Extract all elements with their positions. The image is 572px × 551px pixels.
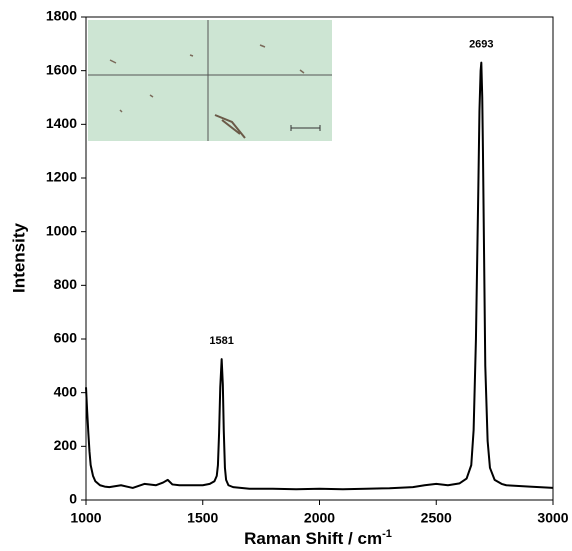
x-tick-label: 1500 bbox=[187, 510, 218, 526]
inset-image bbox=[88, 20, 332, 141]
y-tick-label: 600 bbox=[54, 330, 78, 346]
particle bbox=[214, 114, 246, 139]
scale-bar bbox=[290, 125, 321, 131]
x-tick-label: 2000 bbox=[304, 510, 335, 526]
x-tick-label: 2500 bbox=[421, 510, 452, 526]
speck bbox=[109, 44, 305, 113]
y-tick-label: 200 bbox=[54, 437, 78, 453]
x-tick-label: 1000 bbox=[70, 510, 101, 526]
y-tick-label: 0 bbox=[69, 491, 77, 507]
y-tick-label: 1600 bbox=[46, 61, 77, 77]
y-tick-label: 1400 bbox=[46, 115, 77, 131]
y-tick-label: 1000 bbox=[46, 222, 77, 238]
y-tick-label: 400 bbox=[54, 383, 78, 399]
peak-label: 2693 bbox=[469, 39, 493, 51]
x-axis-label: Raman Shift / cm-1 bbox=[244, 528, 392, 549]
peak-label: 1581 bbox=[209, 335, 233, 347]
y-tick-label: 1800 bbox=[46, 8, 77, 24]
y-tick-label: 800 bbox=[54, 276, 78, 292]
y-tick-label: 1200 bbox=[46, 169, 77, 185]
inset-micrograph bbox=[88, 20, 332, 141]
x-tick-label: 3000 bbox=[537, 510, 568, 526]
spectrum-line bbox=[85, 61, 554, 491]
x-axis-label-sup: -1 bbox=[382, 528, 392, 540]
y-axis-label: Intensity bbox=[9, 223, 28, 293]
x-axis-label-text: Raman Shift / cm bbox=[244, 529, 382, 548]
